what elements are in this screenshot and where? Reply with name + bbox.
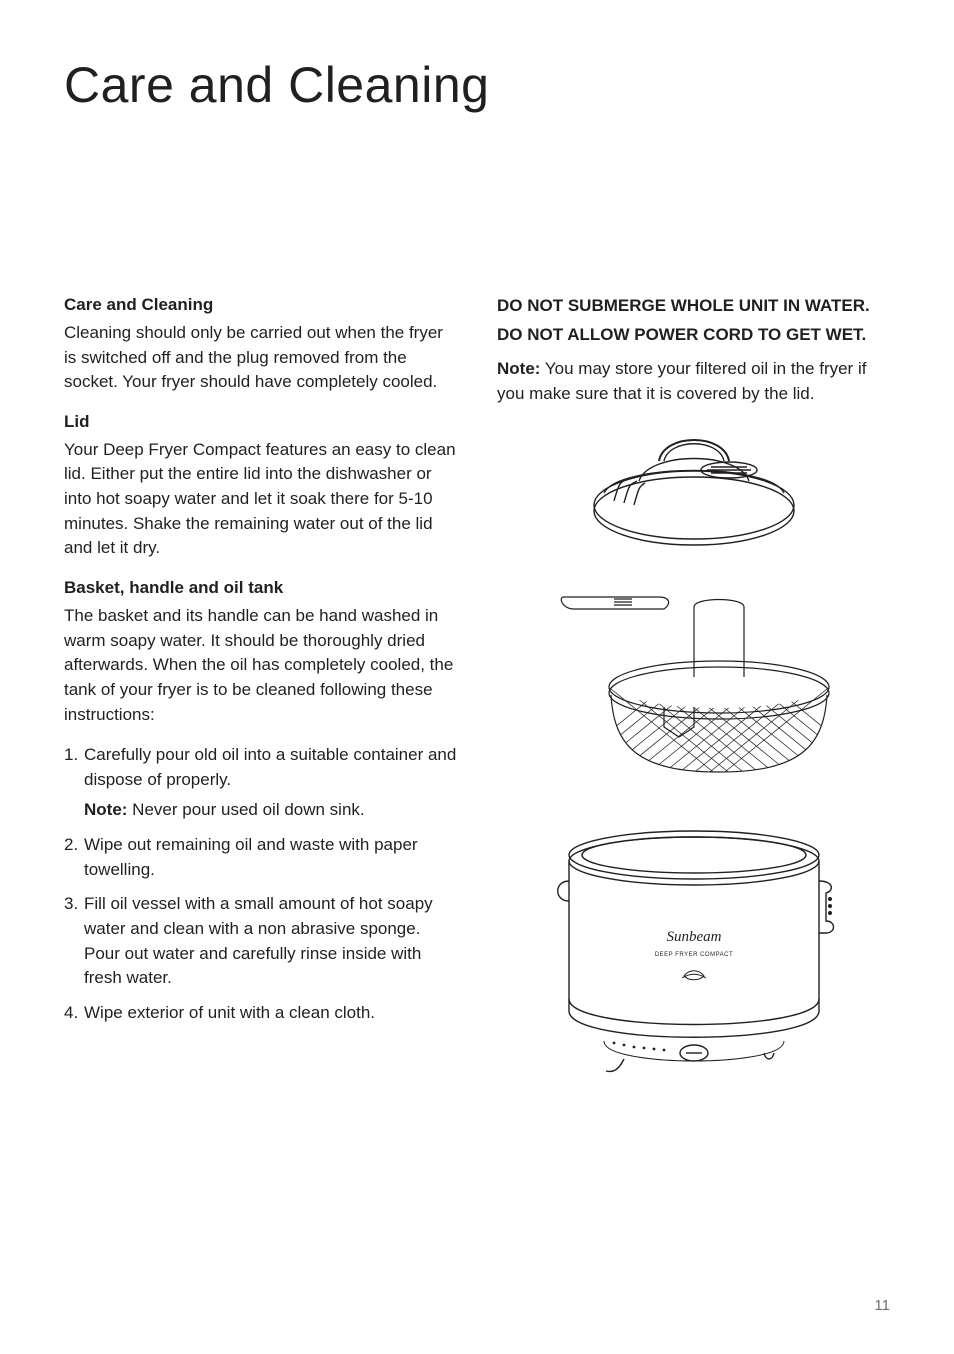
figures-stack: Sunbeam DEEP FRYER COMPACT bbox=[497, 423, 890, 1081]
cleaning-steps-list: Carefully pour old oil into a suitable c… bbox=[64, 743, 457, 1025]
section-body-basket: The basket and its handle can be hand wa… bbox=[64, 604, 457, 727]
step-1-note: Note: Never pour used oil down sink. bbox=[84, 798, 457, 823]
step-4: Wipe exterior of unit with a clean cloth… bbox=[64, 1001, 457, 1026]
warning-cord: DO NOT ALLOW POWER CORD TO GET WET. bbox=[497, 323, 890, 348]
section-head-lid: Lid bbox=[64, 411, 457, 434]
warning-submerge: DO NOT SUBMERGE WHOLE UNIT IN WATER. bbox=[497, 294, 890, 319]
storage-note: Note: You may store your filtered oil in… bbox=[497, 357, 890, 406]
lid-illustration bbox=[579, 423, 809, 553]
basket-handle-illustration bbox=[544, 577, 844, 797]
fryer-body-illustration: Sunbeam DEEP FRYER COMPACT bbox=[544, 821, 844, 1081]
step-2: Wipe out remaining oil and waste with pa… bbox=[64, 833, 457, 882]
step-4-text: Wipe exterior of unit with a clean cloth… bbox=[84, 1003, 375, 1022]
right-column: DO NOT SUBMERGE WHOLE UNIT IN WATER. DO … bbox=[497, 294, 890, 1081]
section-body-lid: Your Deep Fryer Compact features an easy… bbox=[64, 438, 457, 561]
step-1-note-lead: Note: bbox=[84, 800, 127, 819]
storage-note-body: You may store your filtered oil in the f… bbox=[497, 359, 866, 403]
section-body-care: Cleaning should only be carried out when… bbox=[64, 321, 457, 395]
step-3-text: Fill oil vessel with a small amount of h… bbox=[84, 894, 433, 987]
step-1-note-body: Never pour used oil down sink. bbox=[127, 800, 364, 819]
step-2-text: Wipe out remaining oil and waste with pa… bbox=[84, 835, 418, 879]
storage-note-lead: Note: bbox=[497, 359, 540, 378]
fryer-body-icon: Sunbeam DEEP FRYER COMPACT bbox=[544, 821, 844, 1081]
lid-icon bbox=[579, 423, 809, 553]
page-title: Care and Cleaning bbox=[64, 56, 890, 114]
step-3: Fill oil vessel with a small amount of h… bbox=[64, 892, 457, 991]
step-1: Carefully pour old oil into a suitable c… bbox=[64, 743, 457, 823]
section-head-care: Care and Cleaning bbox=[64, 294, 457, 317]
two-column-layout: Care and Cleaning Cleaning should only b… bbox=[64, 294, 890, 1081]
model-text: DEEP FRYER COMPACT bbox=[654, 952, 732, 958]
section-head-basket: Basket, handle and oil tank bbox=[64, 577, 457, 600]
page-number: 11 bbox=[874, 1297, 890, 1314]
step-1-text: Carefully pour old oil into a suitable c… bbox=[84, 745, 456, 789]
left-column: Care and Cleaning Cleaning should only b… bbox=[64, 294, 457, 1081]
basket-icon bbox=[544, 577, 844, 797]
brand-text: Sunbeam bbox=[666, 929, 721, 945]
